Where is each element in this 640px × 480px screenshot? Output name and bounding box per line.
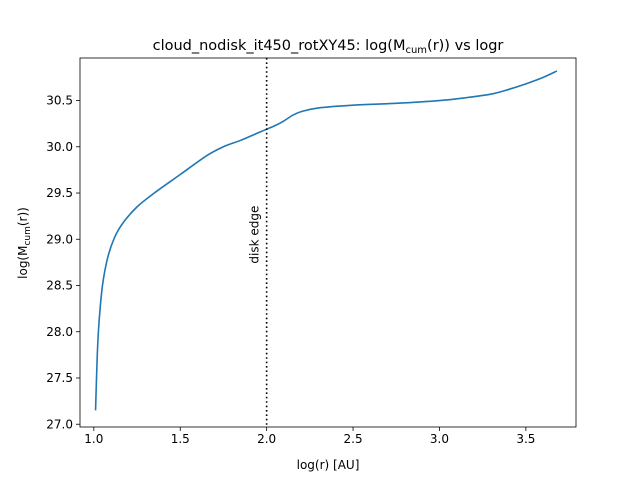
x-tick-label: 1.5	[171, 432, 190, 446]
series-line-0	[94, 70, 558, 411]
y-axis-label: log(Mcum(r))	[16, 207, 33, 279]
chart-title-prefix: cloud_nodisk_it450_rotXY45: log(M	[153, 38, 406, 54]
x-tick-label: 2.0	[257, 432, 276, 446]
disk-edge-label: disk edge	[248, 206, 262, 264]
y-axis-ticks: 27.0 27.5 28.0 28.5 29.0 29.5 30.0 30.5	[46, 94, 80, 431]
chart-title: cloud_nodisk_it450_rotXY45: log(Mcum(r))…	[153, 38, 504, 56]
x-axis-ticks: 1.0 1.5 2.0 2.5 3.0 3.5	[84, 427, 535, 446]
chart-title-suffix: (r)) vs logr	[427, 38, 503, 54]
x-tick-label: 2.5	[344, 432, 363, 446]
x-axis-label: log(r) [AU]	[297, 458, 360, 472]
y-tick-label: 28.5	[46, 279, 73, 293]
y-tick-label: 30.0	[46, 140, 73, 154]
chart-title-subscript: cum	[405, 45, 427, 56]
axes-frame	[79, 57, 577, 428]
y-axis-label-suffix: (r))	[16, 207, 30, 226]
y-axis-label-subscript: cum	[23, 226, 33, 245]
y-tick-label: 29.0	[46, 232, 73, 246]
y-tick-label: 27.0	[46, 417, 73, 431]
y-tick-label: 30.5	[46, 94, 73, 108]
y-axis-label-prefix: log(M	[16, 246, 30, 279]
axes-border	[79, 57, 577, 428]
x-tick-label: 1.0	[84, 432, 103, 446]
y-tick-label: 28.0	[46, 325, 73, 339]
y-tick-label: 27.5	[46, 371, 73, 385]
x-tick-label: 3.5	[516, 432, 535, 446]
y-tick-label: 29.5	[46, 186, 73, 200]
x-tick-label: 3.0	[430, 432, 449, 446]
plot-area: disk edge	[94, 58, 558, 427]
